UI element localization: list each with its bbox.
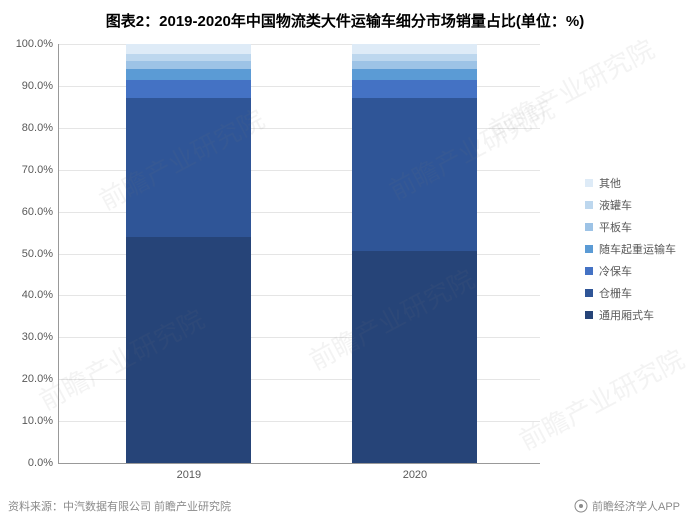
- legend-swatch: [585, 267, 593, 275]
- legend-item: 通用厢式车: [585, 307, 676, 323]
- source-citation: 资料来源：中汽数据有限公司 前瞻产业研究院: [8, 498, 231, 514]
- legend-swatch: [585, 289, 593, 297]
- y-axis-tick: 30.0%: [22, 331, 59, 343]
- legend-item: 随车起重运输车: [585, 241, 676, 257]
- bar-group: [126, 44, 251, 463]
- bar-segment: [352, 251, 477, 463]
- y-axis-tick: 20.0%: [22, 373, 59, 385]
- y-axis-tick: 60.0%: [22, 206, 59, 218]
- legend-swatch: [585, 223, 593, 231]
- legend-label: 冷保车: [599, 263, 632, 279]
- plot: 0.0%10.0%20.0%30.0%40.0%50.0%60.0%70.0%8…: [58, 44, 540, 464]
- legend-label: 液罐车: [599, 197, 632, 213]
- legend-item: 平板车: [585, 219, 676, 235]
- bar-segment: [126, 69, 251, 79]
- legend-swatch: [585, 245, 593, 253]
- legend-item: 冷保车: [585, 263, 676, 279]
- bar-segment: [126, 80, 251, 99]
- app-attribution: 前瞻经济学人APP: [574, 498, 680, 514]
- bar-segment: [126, 54, 251, 60]
- bar-segment: [352, 61, 477, 69]
- x-axis-tick: 2020: [403, 463, 427, 481]
- legend-label: 仓栅车: [599, 285, 632, 301]
- app-icon: [574, 499, 588, 513]
- legend-swatch: [585, 179, 593, 187]
- app-attribution-text: 前瞻经济学人APP: [592, 498, 680, 514]
- bar-segment: [126, 61, 251, 69]
- y-axis-tick: 0.0%: [28, 457, 59, 469]
- legend-swatch: [585, 311, 593, 319]
- x-axis-tick: 2019: [177, 463, 201, 481]
- legend-label: 通用厢式车: [599, 307, 654, 323]
- chart-title: 图表2：2019-2020年中国物流类大件运输车细分市场销量占比(单位：%): [0, 0, 690, 31]
- bar-segment: [126, 98, 251, 236]
- legend-item: 液罐车: [585, 197, 676, 213]
- bar-segment: [126, 237, 251, 463]
- y-axis-tick: 40.0%: [22, 289, 59, 301]
- y-axis-tick: 50.0%: [22, 248, 59, 260]
- legend-label: 平板车: [599, 219, 632, 235]
- y-axis-tick: 90.0%: [22, 80, 59, 92]
- bar-segment: [352, 69, 477, 79]
- y-axis-tick: 70.0%: [22, 164, 59, 176]
- chart-area: 0.0%10.0%20.0%30.0%40.0%50.0%60.0%70.0%8…: [58, 44, 540, 464]
- legend-item: 仓栅车: [585, 285, 676, 301]
- legend-label: 其他: [599, 175, 621, 191]
- y-axis-tick: 100.0%: [16, 38, 59, 50]
- bar-segment: [352, 80, 477, 99]
- legend-swatch: [585, 201, 593, 209]
- legend: 其他液罐车平板车随车起重运输车冷保车仓栅车通用厢式车: [585, 175, 676, 329]
- legend-item: 其他: [585, 175, 676, 191]
- legend-label: 随车起重运输车: [599, 241, 676, 257]
- bar-segment: [352, 54, 477, 60]
- bar-group: [352, 44, 477, 463]
- y-axis-tick: 80.0%: [22, 122, 59, 134]
- bar-segment: [126, 44, 251, 54]
- y-axis-tick: 10.0%: [22, 415, 59, 427]
- bar-segment: [352, 98, 477, 251]
- bar-segment: [352, 44, 477, 54]
